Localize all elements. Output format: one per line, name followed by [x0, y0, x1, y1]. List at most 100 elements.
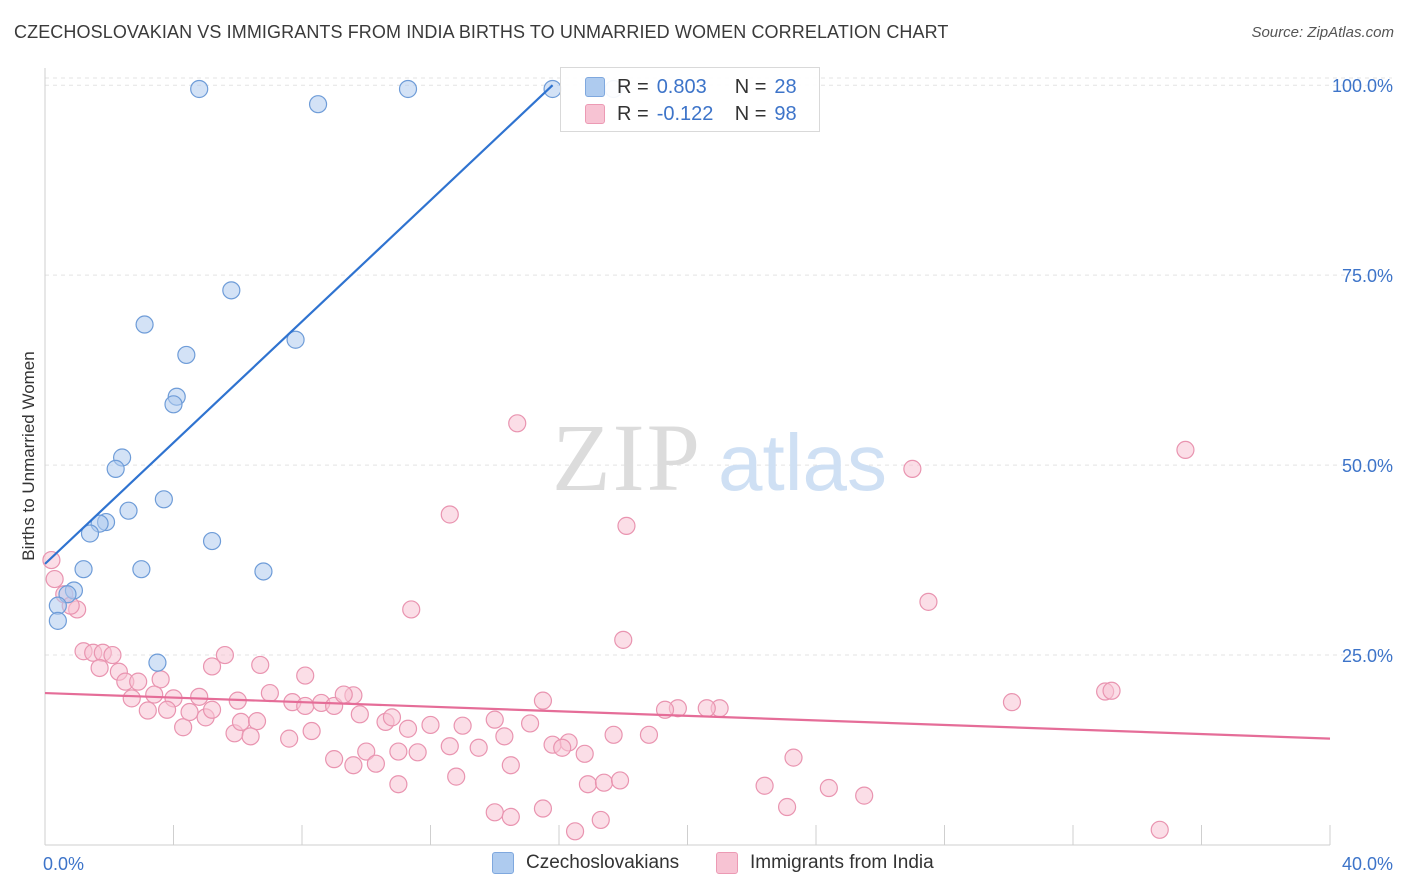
axes	[44, 68, 1331, 846]
series-czech-points	[48, 79, 623, 672]
data-point-india	[382, 708, 402, 727]
data-point-india	[485, 710, 504, 729]
data-point-india	[389, 775, 408, 794]
legend-row-czech: R = 0.803 N = 28	[585, 75, 797, 99]
legend-r-value: -0.122	[656, 102, 714, 125]
data-point-india	[520, 714, 540, 733]
legend-row-india: R = -0.122 N = 98	[585, 102, 797, 126]
data-point-india	[533, 799, 553, 818]
data-point-india	[357, 742, 376, 761]
data-point-czech	[286, 330, 305, 349]
data-point-india	[639, 725, 659, 744]
legend-n-label: N =	[734, 75, 767, 98]
data-point-india	[408, 743, 427, 762]
data-point-india	[296, 696, 315, 716]
legend-swatch-czech	[585, 77, 605, 97]
data-point-india	[202, 700, 222, 719]
trend-line-czech	[44, 84, 554, 565]
data-point-czech	[80, 524, 100, 543]
legend-r-value: 0.803	[656, 75, 707, 98]
data-point-czech	[164, 395, 183, 414]
legend-swatch-india	[716, 852, 738, 874]
data-point-india	[469, 738, 488, 757]
data-point-czech	[48, 596, 67, 615]
data-point-india	[447, 767, 466, 786]
data-point-india	[280, 729, 299, 748]
legend-label-czech: Czechoslovakians	[526, 852, 680, 873]
data-point-india	[231, 712, 251, 732]
data-point-india	[366, 754, 385, 773]
data-point-india	[90, 658, 109, 678]
y-tick-label: 75.0%	[1342, 266, 1393, 286]
data-point-czech	[254, 562, 273, 581]
data-point-india	[129, 672, 148, 691]
data-point-india	[157, 700, 177, 719]
data-point-india	[398, 719, 418, 738]
data-point-india	[389, 742, 408, 761]
data-point-india	[251, 655, 270, 675]
tick-labels: 25.0% 50.0% 75.0% 100.0% 0.0% 40.0%	[43, 76, 1393, 874]
legend-n-value: 98	[774, 102, 797, 125]
data-point-india	[247, 712, 267, 731]
data-point-india	[174, 718, 193, 737]
data-point-india	[614, 630, 633, 649]
data-point-india	[855, 786, 874, 805]
series-legend: Czechoslovakians Immigrants from India	[0, 852, 1406, 878]
watermark: ZIP atlas	[552, 404, 887, 511]
data-point-india	[594, 773, 614, 792]
data-point-india	[334, 685, 353, 704]
data-point-czech	[398, 79, 418, 99]
data-point-czech	[132, 560, 151, 579]
watermark-atlas: atlas	[718, 418, 887, 507]
y-tick-label: 100.0%	[1332, 76, 1393, 96]
x-tick-label: 40.0%	[1342, 854, 1393, 874]
data-point-czech	[74, 560, 93, 579]
data-point-india	[241, 727, 260, 746]
data-point-india	[755, 776, 774, 795]
data-point-czech	[543, 79, 562, 99]
legend-swatch-india	[585, 104, 605, 124]
data-point-czech	[222, 281, 241, 300]
data-point-india	[1150, 820, 1169, 839]
data-point-india	[501, 807, 520, 826]
legend-item-czech[interactable]: Czechoslovakians	[492, 852, 679, 874]
data-point-india	[260, 683, 279, 703]
data-point-india	[344, 756, 363, 775]
data-point-india	[485, 803, 504, 822]
legend-r-label: R =	[617, 102, 649, 125]
data-point-india	[453, 716, 472, 735]
grid-lines	[45, 77, 1392, 656]
data-point-india	[575, 744, 594, 763]
trend-line-india	[44, 691, 1331, 740]
data-point-india	[553, 738, 572, 757]
data-point-czech	[177, 345, 196, 365]
legend-label-india: Immigrants from India	[750, 852, 934, 873]
legend-swatch-czech	[492, 852, 514, 874]
series-india-points	[42, 414, 1195, 841]
y-tick-label: 25.0%	[1342, 646, 1393, 666]
legend-item-india[interactable]: Immigrants from India	[716, 852, 934, 874]
legend-r-label: R =	[617, 75, 649, 98]
legend-n-label: N =	[734, 102, 767, 125]
data-point-india	[617, 516, 636, 535]
x-tick-label: 0.0%	[43, 854, 84, 874]
data-point-india	[784, 748, 803, 767]
chart-title: CZECHOSLOVAKIAN VS IMMIGRANTS FROM INDIA…	[14, 22, 949, 42]
data-point-india	[578, 775, 598, 794]
data-point-india	[325, 750, 344, 769]
data-point-india	[350, 705, 369, 724]
data-point-india	[903, 459, 922, 478]
data-point-india	[145, 685, 164, 704]
data-point-india	[202, 657, 222, 676]
data-point-czech	[190, 79, 209, 99]
data-point-india	[215, 645, 234, 665]
data-point-india	[421, 715, 440, 735]
data-point-india	[533, 691, 553, 710]
data-point-india	[508, 414, 527, 433]
data-point-india	[138, 701, 157, 720]
y-tick-label: 50.0%	[1342, 456, 1393, 476]
stats-legend: R = 0.803 N = 28 R = -0.122 N = 98	[560, 67, 820, 132]
data-point-india	[103, 645, 122, 665]
data-point-india	[122, 689, 141, 708]
